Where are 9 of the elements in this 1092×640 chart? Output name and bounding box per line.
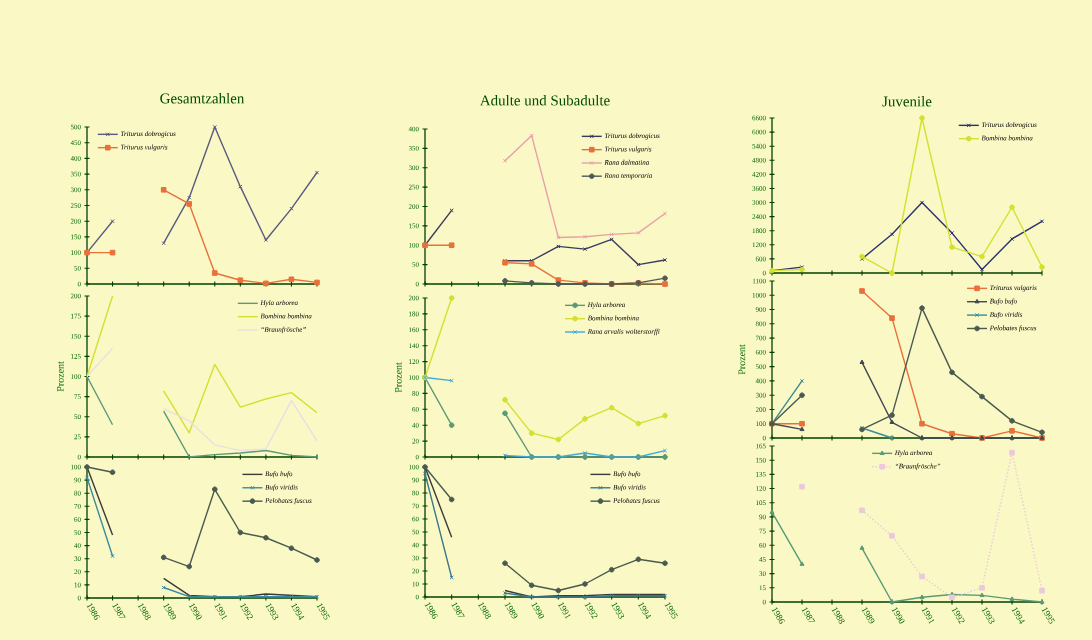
x-tick-label: 1987 [451,602,465,618]
chart-title: Adulte und Subadulte [479,94,610,106]
y-axis-title: Prozent [57,361,64,392]
x-tick-label: 1987 [801,607,816,623]
x-tick-label: 1987 [112,603,126,619]
y-axis-title: Prozent [395,362,402,393]
chart-title: Gesamtzahlen [160,92,245,104]
chart-title: Juvenile [882,96,932,107]
y-axis-title: Prozent [738,344,746,375]
